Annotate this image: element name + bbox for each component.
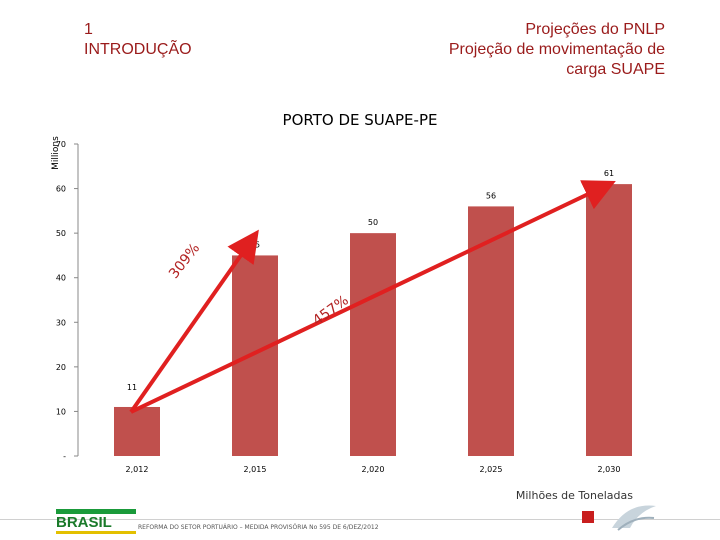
sep-logo-icon: [612, 505, 656, 531]
page-title-line-2: Projeção de movimentação de: [448, 41, 665, 58]
data-label: 11: [127, 383, 137, 392]
y-tick-label: 70: [56, 140, 66, 149]
y-tick-label: 30: [56, 318, 66, 327]
section-title: INTRODUÇÃO: [84, 41, 192, 58]
data-label: 56: [486, 191, 496, 200]
bar: [114, 406, 160, 456]
bar: [232, 255, 278, 456]
x-axis-label: Milhões de Toneladas: [515, 489, 633, 502]
x-tick-label: 2,025: [480, 465, 503, 474]
y-tick-label: 50: [56, 229, 66, 238]
y-tick-label: 10: [56, 407, 66, 416]
x-tick-label: 2,020: [362, 465, 385, 474]
x-tick-label: 2,030: [598, 465, 621, 474]
flag-icon: [582, 511, 594, 523]
y-tick-label: -: [63, 452, 66, 461]
data-label: 61: [604, 169, 614, 178]
page-title-line-3: carga SUAPE: [566, 61, 665, 78]
page-title-line-1: Projeções do PNLP: [525, 21, 665, 38]
brasil-logo: BRASIL: [56, 509, 136, 535]
growth-arrow-309: [129, 229, 259, 414]
chart-title: PORTO DE SUAPE-PE: [282, 111, 438, 129]
footer-divider: [0, 519, 720, 520]
footer-caption: REFORMA DO SETOR PORTUÁRIO – MEDIDA PROV…: [138, 524, 379, 531]
section-number: 1: [84, 21, 93, 38]
y-tick-label: 60: [56, 185, 66, 194]
growth-arrow-457: [130, 180, 616, 414]
y-tick-label: 20: [56, 363, 66, 372]
data-label: 50: [368, 218, 378, 227]
x-tick-label: 2,012: [126, 465, 149, 474]
bar: [468, 206, 514, 456]
section-header: 1 INTRODUÇÃO: [84, 20, 192, 60]
brasil-logo-text: BRASIL: [56, 514, 112, 531]
x-tick-label: 2,015: [244, 465, 267, 474]
y-tick-label: 40: [56, 274, 66, 283]
page-title: Projeções do PNLP Projeção de movimentaç…: [345, 20, 665, 80]
bar: [350, 233, 396, 456]
bar: [586, 184, 632, 456]
